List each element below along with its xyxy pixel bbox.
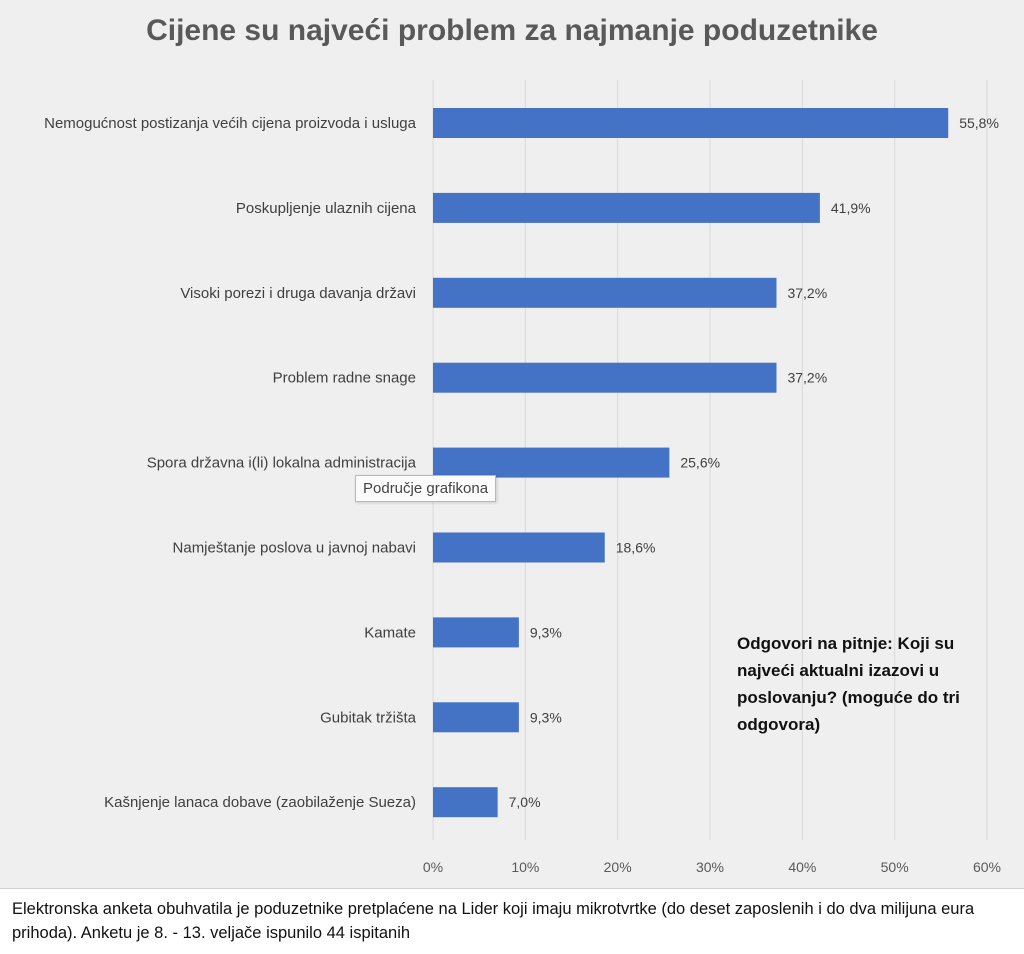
x-tick-label: 20% — [604, 859, 632, 875]
chart-area-tooltip: Područje grafikona — [355, 475, 497, 502]
chart-title: Cijene su najveći problem za najmanje po… — [146, 14, 878, 47]
x-tick-label: 30% — [696, 859, 724, 875]
value-label: 9,3% — [530, 624, 562, 640]
category-label: Poskupljenje ulaznih cijena — [236, 200, 417, 217]
footer-text: Elektronska anketa obuhvatila je poduzet… — [12, 900, 975, 942]
question-annotation: Odgovori na pitnje: Koji su najveći aktu… — [737, 634, 960, 734]
x-tick-label: 60% — [973, 859, 1001, 875]
value-label: 18,6% — [616, 540, 656, 556]
category-label: Kašnjenje lanaca dobave (zaobilaženje Su… — [104, 794, 416, 811]
x-tick-label: 50% — [881, 859, 909, 875]
category-label: Spora državna i(li) lokalna administraci… — [147, 455, 417, 472]
bar — [433, 447, 670, 478]
bar — [433, 192, 820, 223]
category-label: Kamate — [364, 624, 416, 641]
bar-chart: 0% 10% 20% 30% 40% 50% 60% Nemogućnost postizan… — [44, 80, 1001, 875]
category-label: Visoki porezi i druga davanja državi — [180, 285, 416, 302]
value-label: 37,2% — [787, 285, 827, 301]
value-label: 41,9% — [831, 200, 871, 216]
bar — [433, 617, 519, 648]
bar — [433, 787, 498, 818]
bar — [433, 277, 777, 308]
x-tick-label: 0% — [423, 859, 443, 875]
value-label: 7,0% — [509, 794, 541, 810]
value-label: 55,8% — [959, 115, 999, 131]
footer-note: Elektronska anketa obuhvatila je poduzet… — [0, 888, 1024, 954]
category-label: Nemogućnost postizanja većih cijena proi… — [44, 115, 417, 132]
value-label: 9,3% — [530, 709, 562, 725]
category-label: Problem radne snage — [273, 370, 416, 387]
bar — [433, 362, 777, 393]
category-label: Namještanje poslova u javnoj nabavi — [173, 540, 416, 557]
bar — [433, 532, 605, 563]
value-label: 25,6% — [680, 455, 720, 471]
bar — [433, 108, 949, 138]
x-tick-label: 40% — [788, 859, 816, 875]
value-label: 37,2% — [787, 370, 827, 386]
bar — [433, 702, 519, 733]
x-tick-label: 10% — [511, 859, 539, 875]
category-label: Gubitak tržišta — [320, 709, 417, 726]
